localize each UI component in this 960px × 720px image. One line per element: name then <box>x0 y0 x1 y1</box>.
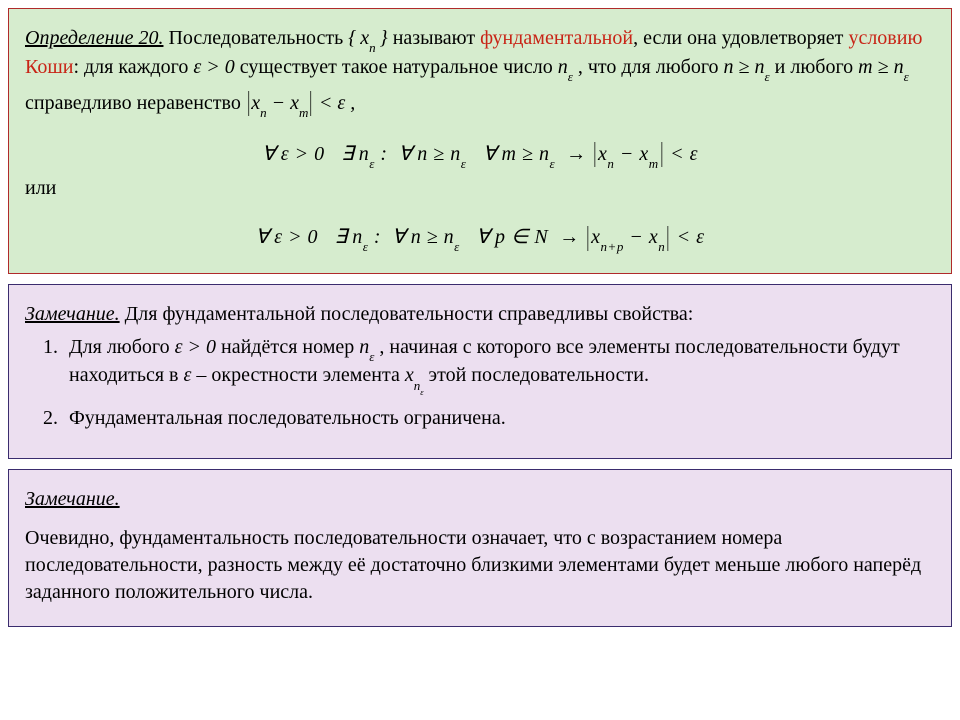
remark-2-label: Замечание. <box>25 488 120 510</box>
r1-item2: Фундаментальная последовательность огран… <box>69 407 506 429</box>
sequence-symbol: { xn } <box>348 27 387 49</box>
def-t2: называют <box>388 27 480 49</box>
r1-i1-b: найдётся номер <box>216 336 359 358</box>
definition-paragraph: Определение 20. Последовательность { xn … <box>25 25 935 119</box>
r1-xne: xnε <box>405 364 424 386</box>
formula-1: ∀ ε > 0 ∃ nε : ∀ n ≥ nε ∀ m ≥ nε → |xn −… <box>25 133 935 170</box>
remark-1-label: Замечание. <box>25 303 120 325</box>
r1-ne: nε <box>359 336 374 358</box>
definition-label: Определение 20. <box>25 27 163 49</box>
or-label: или <box>25 175 935 202</box>
remark-1-intro: Замечание. Для фундаментальной последова… <box>25 301 935 328</box>
def-t3: , если она удовлетворяет <box>633 27 848 49</box>
remark-2-box: Замечание. Очевидно, фундаментальность п… <box>8 469 952 627</box>
r1-i1-f: этой последовательности. <box>424 364 649 386</box>
def-t7: и любого <box>770 56 859 78</box>
def-t1: Последовательность <box>163 27 348 49</box>
r1-i1-a: Для любого <box>69 336 175 358</box>
n-ge-ne: n ≥ nε <box>724 56 770 78</box>
def-t5: существует такое натуральное число <box>235 56 558 78</box>
r1-eps-dash: ε – <box>184 364 207 386</box>
formula-2: ∀ ε > 0 ∃ nε : ∀ n ≥ nε ∀ p ∈ N → |xn+p … <box>25 216 935 253</box>
m-ge-ne: m ≥ nε <box>858 56 909 78</box>
remark-1-intro-text: Для фундаментальной последовательности с… <box>120 303 694 325</box>
eps-gt-zero: ε > 0 <box>193 56 234 78</box>
remark-1-box: Замечание. Для фундаментальной последова… <box>8 284 952 460</box>
n-eps: nε <box>558 56 573 78</box>
list-item: Фундаментальная последовательность огран… <box>63 405 935 432</box>
ineq-inline: |xn − xm| < ε , <box>246 92 355 114</box>
remark-2-label-line: Замечание. <box>25 486 935 513</box>
word-fundamental: фундаментальной <box>480 27 633 49</box>
remark-1-list: Для любого ε > 0 найдётся номер nε , нач… <box>25 334 935 433</box>
def-t6: , что для любого <box>573 56 724 78</box>
r1-eps: ε > 0 <box>175 336 216 358</box>
remark-2-body: Очевидно, фундаментальность последовател… <box>25 525 935 606</box>
list-item: Для любого ε > 0 найдётся номер nε , нач… <box>63 334 935 394</box>
r1-i1-e: окрестности элемента <box>206 364 404 386</box>
definition-box: Определение 20. Последовательность { xn … <box>8 8 952 274</box>
def-t4: : для каждого <box>73 56 193 78</box>
def-t8: справедливо неравенство <box>25 92 246 114</box>
